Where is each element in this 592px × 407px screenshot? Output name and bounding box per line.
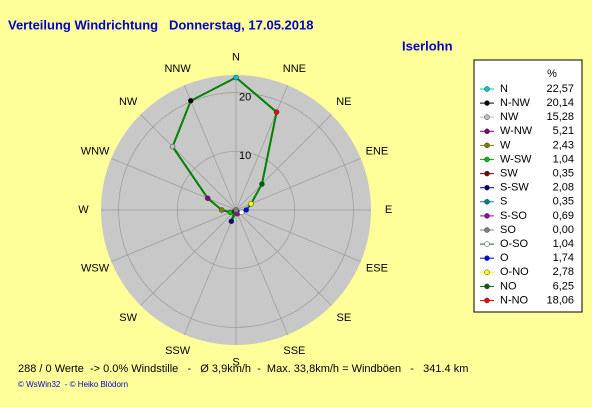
legend-value: 15,28 <box>546 111 574 123</box>
legend-header: % <box>547 68 557 80</box>
wind-point <box>273 109 280 115</box>
spoke <box>235 85 288 211</box>
compass-label: ENE <box>366 146 389 158</box>
spoke <box>235 114 332 211</box>
compass-label: E <box>385 204 392 216</box>
legend-label: SO <box>500 224 516 236</box>
legend-marker <box>484 156 490 163</box>
legend-label: NO <box>500 280 517 292</box>
legend-label: NW <box>500 111 519 123</box>
legend-marker <box>484 269 490 276</box>
grid-circle <box>176 150 296 270</box>
wind-point <box>248 201 254 207</box>
compass-label: SE <box>337 312 352 324</box>
compass-label: NW <box>119 96 138 108</box>
compass-label: W <box>78 204 89 216</box>
compass-label: NNE <box>283 63 306 75</box>
compass-label: SSW <box>165 345 191 357</box>
wind-point <box>169 143 176 150</box>
legend-marker <box>484 142 490 149</box>
wind-point <box>204 195 211 202</box>
spoke <box>140 209 237 306</box>
legend-value: 1,04 <box>553 153 574 165</box>
wind-point <box>233 207 239 213</box>
legend-value: 0,00 <box>553 224 574 236</box>
spoke <box>235 158 361 211</box>
spoke <box>184 85 237 211</box>
legend-value: 18,06 <box>546 294 574 306</box>
legend-label: N <box>500 83 508 95</box>
wind-point <box>238 209 245 216</box>
legend-value: 1,74 <box>553 252 574 264</box>
location: Iserlohn <box>402 38 453 53</box>
legend-label: N-NO <box>500 294 529 306</box>
wind-point <box>259 181 265 187</box>
spoke <box>235 209 361 262</box>
legend-marker <box>484 283 490 290</box>
credits: © WsWin32 - © Heiko Blödorn <box>18 380 128 389</box>
legend-label: O-SO <box>500 238 529 250</box>
spoke <box>111 209 237 262</box>
legend-label: N-NW <box>500 97 531 109</box>
legend-box <box>473 59 583 313</box>
legend-value: 20,14 <box>546 97 574 109</box>
legend-marker <box>484 184 490 191</box>
legend-value: 2,43 <box>553 139 574 151</box>
legend-marker <box>484 128 490 135</box>
compass-label: S <box>232 356 239 368</box>
legend-marker <box>484 255 490 261</box>
r-tick-label: 10 <box>239 150 251 162</box>
footer: 288 / 0 Werte -> 0.0% Windstille - Ø 3,9… <box>18 363 468 375</box>
legend-marker <box>484 241 490 247</box>
compass-label: SW <box>119 312 137 324</box>
grid-circle <box>118 92 354 328</box>
legend-value: 0,35 <box>553 196 574 208</box>
legend-value: 6,25 <box>553 280 574 292</box>
legend-value: 22,57 <box>546 83 574 95</box>
wind-point <box>243 207 249 213</box>
legend-label: W-SW <box>500 153 532 165</box>
legend-value: 1,04 <box>553 238 574 250</box>
legend-marker <box>484 297 490 304</box>
legend-label: O-NO <box>500 266 529 278</box>
legend-marker <box>484 199 490 205</box>
legend-label: SW <box>500 168 518 180</box>
legend-marker <box>484 170 490 177</box>
legend-value: 2,08 <box>553 182 574 194</box>
legend-marker <box>484 100 490 106</box>
wind-point <box>188 98 194 104</box>
compass-label: SSE <box>283 345 305 357</box>
chart-title: Verteilung Windrichtung Donnerstag, 17.0… <box>8 17 313 32</box>
legend-label: S-SW <box>500 182 529 194</box>
spoke <box>111 158 237 211</box>
compass-label: ESE <box>366 262 388 274</box>
legend-marker <box>484 114 490 120</box>
compass-label: NE <box>336 96 351 108</box>
legend-value: 0,35 <box>553 168 574 180</box>
compass-label: NNW <box>164 63 191 75</box>
legend-marker <box>484 213 490 219</box>
legend-value: 0,69 <box>553 210 574 222</box>
spoke <box>184 209 237 335</box>
legend-marker <box>484 227 490 233</box>
wind-point <box>228 218 235 225</box>
spoke <box>140 114 237 211</box>
compass-label: WSW <box>81 262 110 274</box>
wind-point <box>218 207 225 213</box>
legend-label: W <box>500 139 511 151</box>
wind-point <box>233 74 239 81</box>
legend-label: O <box>500 252 509 264</box>
r-tick-label: 20 <box>239 92 251 104</box>
legend-value: 5,21 <box>553 125 574 137</box>
legend-value: 2,78 <box>553 266 574 278</box>
legend-label: S <box>500 196 507 208</box>
compass-label: WNW <box>81 146 110 158</box>
spoke <box>235 209 332 306</box>
legend-marker <box>484 86 490 92</box>
legend-label: S-SO <box>500 210 527 222</box>
compass-label: N <box>232 51 240 63</box>
spoke <box>235 209 288 335</box>
legend-label: W-NW <box>500 125 533 137</box>
